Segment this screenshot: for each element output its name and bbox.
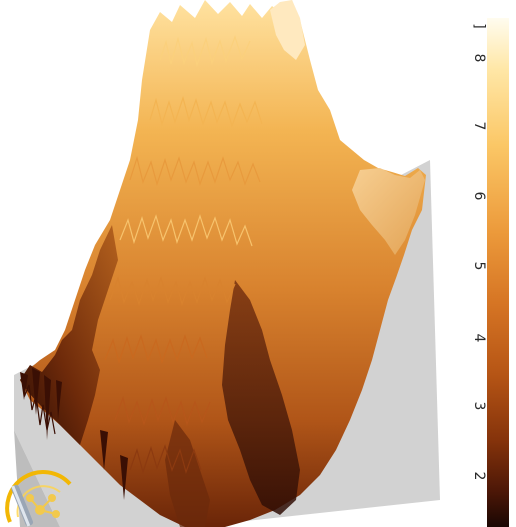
surface-summit [270, 0, 305, 60]
surface-lower-valley [165, 420, 210, 527]
colorbar-tick-label: 3 [471, 401, 487, 411]
height-colorbar [487, 18, 509, 527]
surface-central-valley [222, 280, 300, 515]
colorbar-unit-fragment: ] [471, 23, 487, 29]
colorbar-tick-label: 6 [471, 191, 487, 201]
surface-right-ridge [352, 168, 425, 255]
colorbar-tick-label: 4 [471, 333, 487, 343]
colorbar-tick-label: 8 [471, 53, 487, 63]
surface-main-body [20, 0, 426, 527]
colorbar-tick-label: 2 [471, 471, 487, 481]
colorbar-tick-label: 5 [471, 261, 487, 271]
surface-spike-texture [21, 35, 263, 475]
molecule-magnifier-logo-icon [5, 470, 72, 527]
colorbar-tick-label: 7 [471, 121, 487, 131]
surface-dark-spikes [20, 368, 128, 500]
surface-left-valley [20, 225, 118, 445]
